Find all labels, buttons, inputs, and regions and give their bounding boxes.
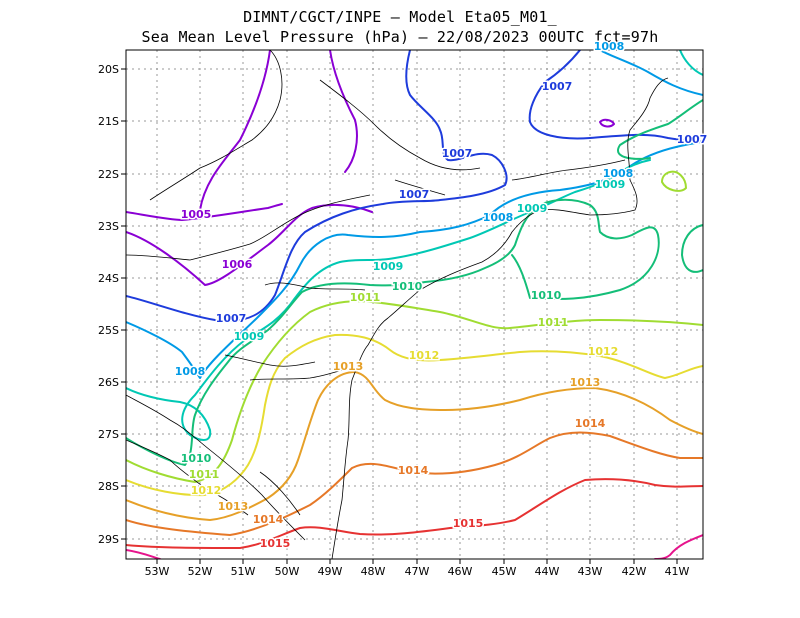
lon-tick-label: 44W — [535, 565, 560, 578]
contour-label-1008: 1008 — [603, 167, 634, 180]
isobar-1011-east — [661, 170, 687, 192]
contour-label-1009: 1009 — [595, 178, 626, 191]
contour-label-1015: 1015 — [453, 517, 484, 530]
isobar-1012 — [126, 333, 703, 497]
isobar-1009 — [126, 159, 651, 441]
country-border — [126, 439, 249, 516]
chart-title-line2: Sea Mean Level Pressure (hPa) – 22/08/20… — [141, 28, 659, 46]
contour-label-1008: 1008 — [483, 211, 514, 224]
contour-label-1008: 1008 — [594, 40, 625, 53]
contour-label-1013: 1013 — [333, 360, 364, 373]
contour-label-1011: 1011 — [189, 468, 220, 481]
contour-label-1011: 1011 — [350, 291, 381, 304]
contour-label-1007: 1007 — [399, 188, 430, 201]
contour-label-1010: 1010 — [181, 452, 212, 465]
lat-tick-label: 25S — [98, 324, 119, 337]
lat-tick-label: 20S — [98, 63, 119, 76]
state-border-rj-es — [394, 159, 626, 196]
contour-label-1010: 1010 — [531, 289, 562, 302]
state-border-ms-sp — [126, 194, 371, 261]
longitude-axis: 53W 52W 51W 50W 49W 48W 47W 46W 45W 44W 43W 42W 41W — [145, 559, 690, 578]
contour-label-1012: 1012 — [409, 349, 440, 362]
contour-label-1015: 1015 — [260, 537, 291, 550]
isobar-1007-east — [528, 50, 703, 143]
contour-label-1006: 1006 — [222, 258, 253, 271]
chart-title-line1: DIMNT/CGCT/INPE – Model Eta05_M01_ — [243, 8, 557, 26]
lon-tick-label: 52W — [188, 565, 213, 578]
lat-tick-label: 24S — [98, 272, 119, 285]
state-border-mg — [149, 50, 481, 201]
isobar-1007 — [126, 50, 508, 323]
lon-tick-label: 45W — [492, 565, 517, 578]
lon-tick-label: 48W — [361, 565, 386, 578]
isobar-1010 — [126, 198, 660, 466]
contour-label-1010: 1010 — [392, 280, 423, 293]
isobar-1005 — [126, 203, 283, 221]
lat-tick-label: 26S — [98, 376, 119, 389]
contour-label-1012: 1012 — [588, 345, 619, 358]
contour-label-1013: 1013 — [218, 500, 249, 513]
contour-label-1014: 1014 — [398, 464, 429, 477]
isobar-1015 — [126, 478, 703, 549]
contour-label-1014: 1014 — [253, 513, 284, 526]
isobar-1013 — [126, 371, 703, 521]
isobar-1010-east — [617, 99, 703, 273]
lat-tick-label: 29S — [98, 533, 119, 546]
contour-label-1009: 1009 — [517, 202, 548, 215]
lon-tick-label: 53W — [145, 565, 170, 578]
map-gridlines — [126, 50, 703, 559]
isobar-1014 — [126, 431, 703, 536]
map-boundaries — [126, 50, 669, 559]
isobar-1006-small — [599, 118, 615, 128]
lon-tick-label: 46W — [448, 565, 473, 578]
contour-label-1008: 1008 — [175, 365, 206, 378]
isobar-1008-north — [599, 50, 703, 96]
lat-tick-label: 23S — [98, 220, 119, 233]
contour-label-1007: 1007 — [677, 133, 708, 146]
coastline — [331, 77, 669, 559]
contour-label-1012: 1012 — [191, 484, 222, 497]
state-border-sc-rs — [249, 367, 353, 516]
contour-label-1007: 1007 — [442, 147, 473, 160]
contour-label-1013: 1013 — [570, 376, 601, 389]
contour-label-1014: 1014 — [575, 417, 606, 430]
lat-tick-label: 27S — [98, 428, 119, 441]
lon-tick-label: 47W — [405, 565, 430, 578]
lon-tick-label: 50W — [275, 565, 300, 578]
lat-tick-label: 21S — [98, 115, 119, 128]
contour-label-1007: 1007 — [216, 312, 247, 325]
latitude-axis: 20S 21S 22S 23S 24S 25S 26S 27S 28S 29S — [98, 63, 126, 546]
map-frame — [125, 49, 704, 560]
lon-tick-label: 41W — [665, 565, 690, 578]
lat-tick-label: 22S — [98, 168, 119, 181]
lat-tick-label: 28S — [98, 480, 119, 493]
contour-label-1011: 1011 — [538, 316, 569, 329]
state-border-sp-pr — [126, 394, 306, 541]
lon-tick-label: 42W — [622, 565, 647, 578]
isobar-1006-north — [199, 50, 358, 211]
lon-tick-label: 51W — [231, 565, 256, 578]
lon-tick-label: 49W — [318, 565, 343, 578]
isobar-1009-north — [679, 50, 703, 76]
isobar-1011 — [126, 300, 703, 483]
contour-label-1009: 1009 — [234, 330, 265, 343]
contour-label-1009: 1009 — [373, 260, 404, 273]
contour-label-1005: 1005 — [181, 208, 212, 221]
state-border-inner — [224, 282, 366, 367]
lon-tick-label: 43W — [578, 565, 603, 578]
contour-label-1007: 1007 — [542, 80, 573, 93]
contour-labels: 1005 1006 1007 1007 1007 1007 1007 1008 1008 1008… — [173, 39, 709, 552]
